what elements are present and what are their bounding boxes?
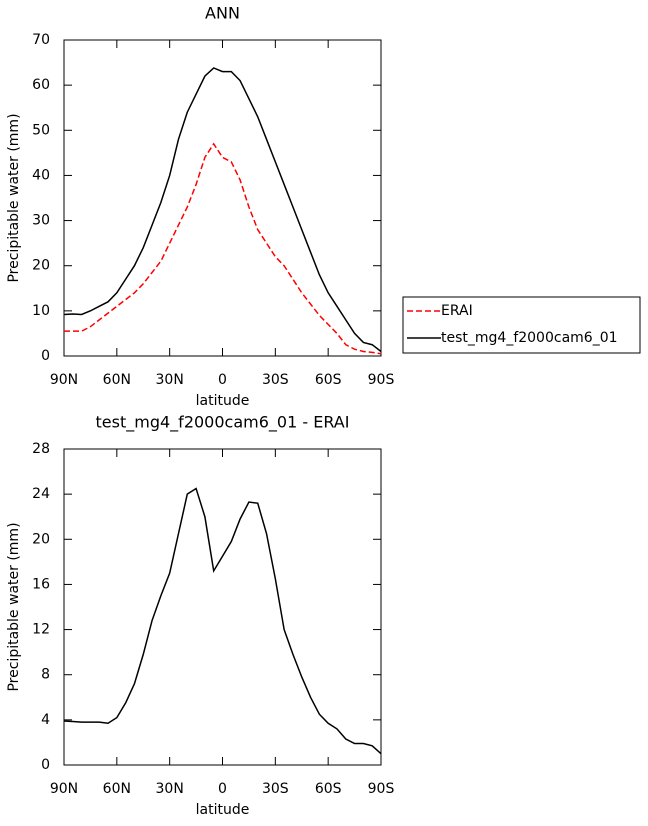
plot-frame	[63, 448, 382, 766]
y-tick-label: 8	[41, 667, 50, 683]
x-tick-label: 0	[218, 372, 227, 388]
x-tick-label: 60S	[315, 372, 342, 388]
y-tick-label: 0	[41, 757, 50, 773]
x-tick-label: 90S	[368, 781, 395, 797]
x-tick-label: 30N	[156, 372, 184, 388]
x-tick-label: 90N	[50, 372, 78, 388]
x-tick-label: 0	[218, 781, 227, 797]
x-tick-label: 90S	[368, 372, 395, 388]
y-tick-label: 30	[32, 213, 50, 229]
x-tick-label: 60S	[315, 781, 342, 797]
y-tick-label: 24	[32, 486, 50, 502]
y-tick-label: 0	[41, 348, 50, 364]
x-tick-label: 30N	[156, 781, 184, 797]
y-tick-label: 28	[32, 441, 50, 457]
plot-frame	[63, 39, 382, 357]
x-tick-label: 30S	[262, 781, 289, 797]
y-tick-label: 16	[32, 576, 50, 592]
line-series	[63, 487, 382, 755]
x-tick-label: 60N	[103, 372, 131, 388]
line-series	[64, 142, 382, 355]
x-tick-label: 30S	[262, 372, 289, 388]
y-tick-label: 12	[32, 622, 50, 638]
x-axis-label: latitude	[196, 802, 250, 818]
legend-label: ERAI	[441, 303, 473, 319]
y-axis-label: Precipitable water (mm)	[6, 113, 22, 282]
legend-box	[402, 296, 641, 354]
y-tick-label: 60	[32, 77, 50, 93]
chart-title: test_mg4_f2000cam6_01 - ERAI	[96, 413, 350, 433]
chart-title: ANN	[205, 4, 240, 23]
y-tick-label: 20	[32, 531, 50, 547]
y-tick-label: 4	[41, 712, 50, 728]
line-series	[63, 67, 382, 353]
x-tick-label: 60N	[103, 781, 131, 797]
y-axis-label: Precipitable water (mm)	[6, 522, 22, 691]
y-tick-label: 20	[32, 258, 50, 274]
y-tick-label: 40	[32, 167, 50, 183]
y-tick-label: 50	[32, 122, 50, 138]
x-tick-label: 90N	[50, 781, 78, 797]
y-tick-label: 70	[32, 32, 50, 48]
legend-label: test_mg4_f2000cam6_01	[441, 330, 618, 346]
y-tick-label: 10	[32, 303, 50, 319]
x-axis-label: latitude	[196, 393, 250, 409]
